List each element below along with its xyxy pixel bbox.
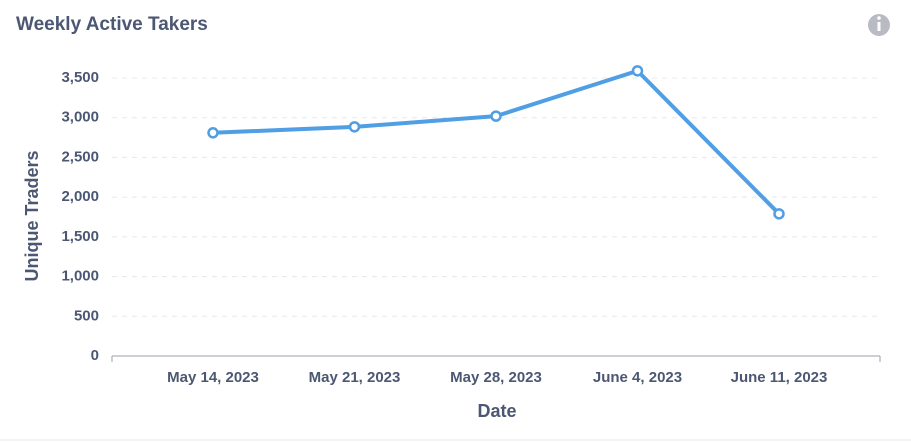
- info-stem[interactable]: [877, 22, 881, 31]
- point: [490, 110, 502, 122]
- info-dot[interactable]: [877, 16, 881, 20]
- x-axis-title: Date: [477, 401, 516, 421]
- x-tick-label: June 4, 2023: [593, 369, 682, 386]
- point: [631, 65, 644, 77]
- y-tick-label: 2,000: [61, 188, 99, 205]
- x-tick-label: June 11, 2023: [731, 369, 828, 386]
- y-tick-label: 1,000: [61, 268, 99, 285]
- x-tick-label: May 14, 2023: [167, 369, 259, 386]
- point: [207, 127, 219, 139]
- line: [212, 68, 781, 216]
- x-tick-label: May 28, 2023: [450, 369, 542, 386]
- y-tick-label: 1,500: [61, 228, 99, 245]
- y-tick-label: 3,500: [61, 69, 99, 86]
- point: [773, 208, 785, 220]
- chart-title: Weekly Active Takers: [16, 14, 208, 35]
- y-tick-label: 0: [91, 347, 99, 364]
- point: [348, 121, 361, 133]
- y-tick-label: 2,500: [61, 148, 99, 165]
- info-icon[interactable]: [868, 14, 890, 36]
- y-tick-label: 500: [74, 307, 99, 324]
- y-tick-label: 3,000: [61, 109, 99, 126]
- x-tick-label: May 21, 2023: [309, 369, 401, 386]
- y-axis-title: Unique Traders: [22, 150, 42, 281]
